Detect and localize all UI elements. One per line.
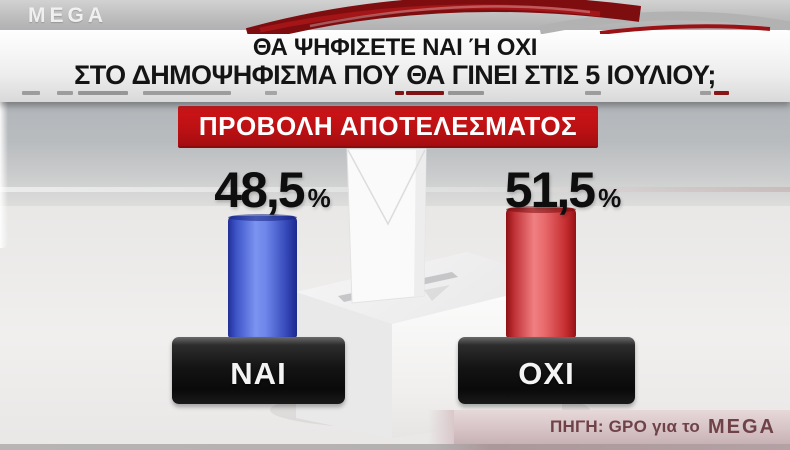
top-bar — [0, 0, 790, 30]
yes-percentage: 48,5% — [185, 161, 360, 219]
bottom-strip — [0, 444, 790, 450]
mega-logo: MEGA — [28, 4, 107, 27]
yes-pedestal: ΝΑΙ — [172, 337, 345, 404]
mega-logo-small: MEGA — [708, 415, 776, 438]
yes-label: ΝΑΙ — [230, 355, 287, 391]
result-projection-banner: ΠΡΟΒΟΛΗ ΑΠΟΤΕΛΕΣΜΑΤΟΣ — [178, 106, 598, 148]
no-percentage: 51,5% — [478, 161, 648, 219]
question-band: ΘΑ ΨΗΦΙΣΕΤΕ ΝΑΙ Ή ΟΧΙ ΣΤΟ ΔΗΜΟΨΗΦΙΣΜΑ ΠΟ… — [0, 28, 790, 102]
yes-bar — [228, 214, 297, 338]
source-text: ΠΗΓΗ: GPO για το — [550, 417, 700, 436]
no-pedestal: ΟΧΙ — [458, 337, 635, 404]
question-line-1: ΘΑ ΨΗΦΙΣΕΤΕ ΝΑΙ Ή ΟΧΙ — [252, 34, 538, 61]
no-percent-sign: % — [598, 183, 622, 213]
background-highlight — [0, 98, 8, 248]
decorative-ticks — [0, 91, 790, 96]
result-projection-label: ΠΡΟΒΟΛΗ ΑΠΟΤΕΛΕΣΜΑΤΟΣ — [198, 110, 578, 141]
no-bar — [506, 206, 576, 338]
no-percentage-value: 51,5 — [504, 162, 596, 218]
no-label: ΟΧΙ — [518, 355, 575, 391]
yes-percentage-value: 48,5 — [214, 162, 305, 218]
question-line-2: ΣΤΟ ΔΗΜΟΨΗΦΙΣΜΑ ΠΟΥ ΘΑ ΓΙΝΕΙ ΣΤΙΣ 5 ΙΟΥΛ… — [74, 60, 716, 90]
source-band: ΠΗΓΗ: GPO για το MEGA — [428, 410, 790, 444]
yes-percent-sign: % — [307, 183, 331, 213]
